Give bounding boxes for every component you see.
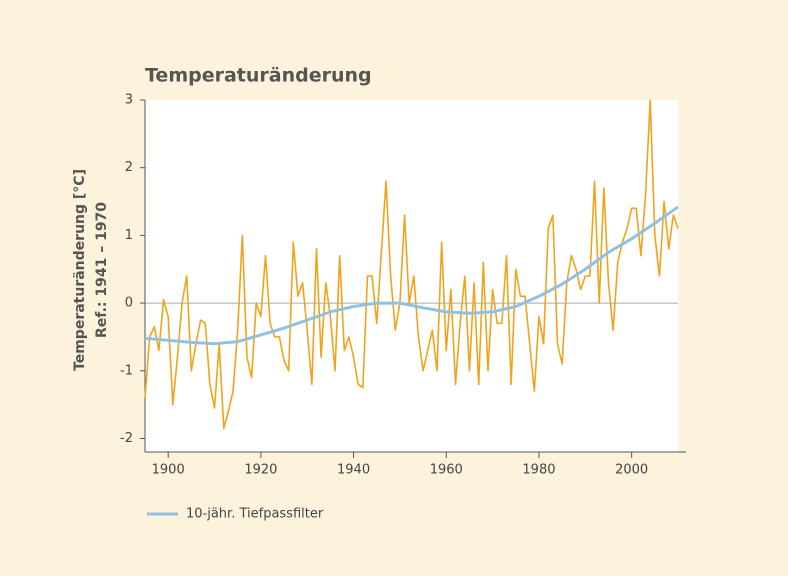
x-tick-label: 1980 xyxy=(522,463,555,478)
x-tick-label: 1920 xyxy=(244,463,277,478)
series-line xyxy=(144,99,679,430)
y-axis-label: Temperaturänderung [°C] xyxy=(72,169,88,371)
x-tick-label: 1960 xyxy=(430,463,463,478)
series-line xyxy=(144,205,679,346)
y-tick-label: 1 xyxy=(125,228,133,243)
chart-title: Temperaturänderung xyxy=(145,65,372,87)
y-tick-label: -1 xyxy=(120,363,133,378)
y-tick-label: 3 xyxy=(125,93,133,108)
x-tick-label: 2000 xyxy=(615,463,648,478)
legend-label: 10-jähr. Tiefpassfilter xyxy=(186,507,324,522)
x-tick-label: 1900 xyxy=(152,463,185,478)
y-axis-label: Ref.: 1941 – 1970 xyxy=(94,202,110,338)
x-tick-label: 1940 xyxy=(337,463,370,478)
y-tick-label: 0 xyxy=(125,296,133,311)
y-tick-label: 2 xyxy=(125,160,133,175)
y-tick-label: -2 xyxy=(120,431,133,446)
